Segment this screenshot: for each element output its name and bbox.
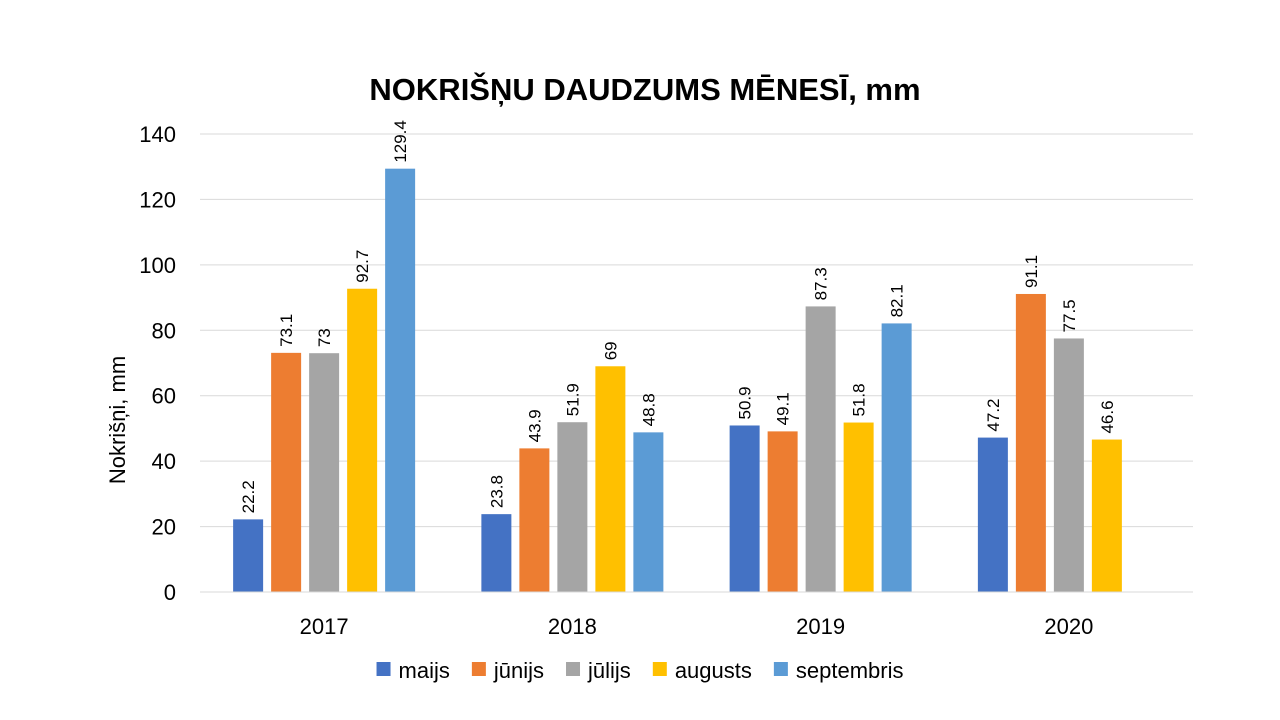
bar-2017-maijs[interactable] [233, 519, 264, 592]
bar-2017-jūnijs[interactable] [271, 352, 302, 592]
legend-label: jūlijs [587, 658, 631, 683]
legend-label: jūnijs [493, 658, 544, 683]
legend-item-jūnijs[interactable]: jūnijs [471, 658, 544, 683]
legend[interactable]: maijs jūnijs jūlijs augusts septembris [376, 658, 904, 683]
data-label-2019-jūlijs: 87.3 [812, 267, 831, 300]
legend-item-septembris[interactable]: septembris [773, 658, 904, 683]
bar-2018-septembris[interactable] [633, 432, 664, 592]
y-tick-label: 20 [152, 515, 176, 540]
data-label-2017-jūnijs: 73.1 [277, 314, 296, 347]
legend-swatch [566, 662, 581, 676]
x-tick-label-2017: 2017 [300, 614, 349, 639]
legend-item-maijs[interactable]: maijs [376, 658, 450, 683]
legend-label: septembris [796, 658, 904, 683]
bar-2020-jūnijs[interactable] [1015, 293, 1046, 592]
data-labels-group: 22.2 73.1 73 92.7 129.4 23.8 43.9 51.9 69 48.8 50.… [239, 120, 1117, 513]
bar-2018-jūlijs[interactable] [557, 422, 588, 592]
bar-2020-maijs[interactable] [977, 437, 1008, 592]
bar-2019-jūnijs[interactable] [767, 431, 798, 592]
x-tick-label-2020: 2020 [1044, 614, 1093, 639]
chart-title: NOKRIŠŅU DAUDZUMS MĒNESĪ, mm [369, 71, 920, 107]
bar-2017-septembris[interactable] [385, 168, 416, 593]
data-label-2017-augusts: 92.7 [353, 250, 372, 283]
bar-2020-augusts[interactable] [1091, 439, 1122, 592]
x-tick-label-2018: 2018 [548, 614, 597, 639]
legend-swatch [376, 662, 391, 676]
y-tick-label: 80 [152, 318, 176, 343]
legend-swatch [471, 662, 486, 676]
legend-item-augusts[interactable]: augusts [652, 658, 752, 683]
bar-2019-septembris[interactable] [881, 323, 912, 592]
data-label-2018-maijs: 23.8 [487, 475, 506, 508]
bar-2019-maijs[interactable] [729, 425, 760, 592]
y-tick-label: 0 [164, 580, 176, 605]
bars-group [233, 168, 1122, 593]
bar-2018-jūnijs[interactable] [519, 448, 550, 592]
data-label-2019-jūnijs: 49.1 [774, 392, 793, 425]
data-label-2020-maijs: 47.2 [984, 398, 1003, 431]
y-tick-label: 100 [139, 253, 176, 278]
x-tick-label-2019: 2019 [796, 614, 845, 639]
data-label-2017-jūlijs: 73 [315, 328, 334, 347]
data-label-2019-septembris: 82.1 [888, 284, 907, 317]
bar-2018-augusts[interactable] [595, 366, 626, 592]
data-label-2017-septembris: 129.4 [391, 120, 410, 163]
legend-label: maijs [399, 658, 450, 683]
legend-label: augusts [675, 658, 752, 683]
bar-2020-jūlijs[interactable] [1053, 338, 1084, 592]
data-label-2018-jūnijs: 43.9 [525, 409, 544, 442]
data-label-2019-augusts: 51.8 [850, 383, 869, 416]
y-tick-label: 140 [139, 122, 176, 147]
data-label-2018-augusts: 69 [601, 341, 620, 360]
data-label-2019-maijs: 50.9 [736, 386, 755, 419]
legend-swatch [652, 662, 667, 676]
bar-2019-jūlijs[interactable] [805, 306, 836, 592]
y-tick-label: 120 [139, 187, 176, 212]
y-axis-label: Nokrišņi, mm [105, 356, 130, 484]
data-label-2020-jūlijs: 77.5 [1060, 299, 1079, 332]
bar-2017-augusts[interactable] [347, 288, 378, 592]
legend-item-jūlijs[interactable]: jūlijs [566, 658, 631, 683]
data-label-2020-jūnijs: 91.1 [1022, 255, 1041, 288]
data-label-2020-augusts: 46.6 [1098, 400, 1117, 433]
legend-swatch [773, 662, 788, 676]
data-label-2018-jūlijs: 51.9 [563, 383, 582, 416]
axes-group: 0 20 40 60 80 100 120 140 2017 2018 2019 2020 [139, 122, 1193, 639]
y-tick-label: 60 [152, 384, 176, 409]
data-label-2017-maijs: 22.2 [239, 480, 258, 513]
bar-2017-jūlijs[interactable] [309, 353, 340, 592]
y-tick-label: 40 [152, 449, 176, 474]
data-label-2018-septembris: 48.8 [639, 393, 658, 426]
bar-2019-augusts[interactable] [843, 422, 874, 592]
bar-2018-maijs[interactable] [481, 514, 512, 592]
